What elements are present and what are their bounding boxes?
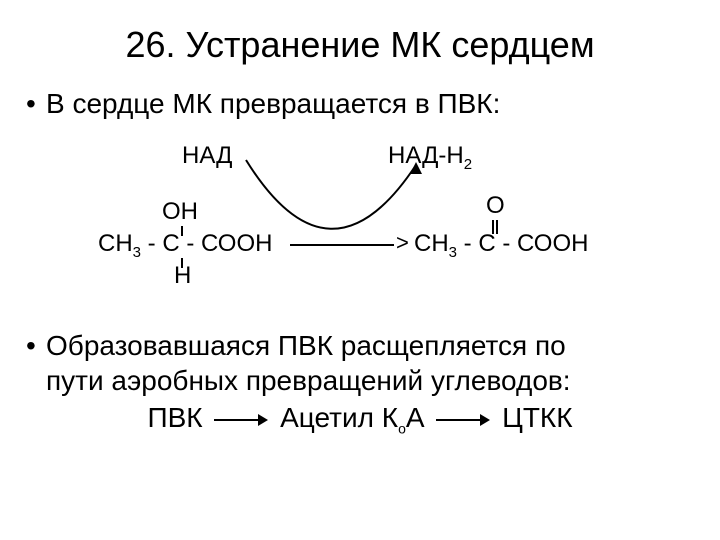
right-ch3: СН — [414, 230, 449, 257]
left-oh: ОН — [162, 198, 198, 226]
bullet-dot-icon: • — [26, 328, 46, 363]
pathway-acetyl: Ацетил КоА — [280, 402, 432, 433]
left-rest: - С - СООН — [141, 230, 272, 257]
pathway-line: ПВК Ацетил КоА ЦТКК — [0, 398, 720, 437]
main-arrow-line-icon — [290, 244, 394, 246]
pathway-acetyl-suffix: А — [406, 402, 425, 433]
pathway-arrow-1-icon — [214, 413, 268, 427]
pathway-ctkk: ЦТКК — [502, 402, 572, 433]
bullet-1-text: В сердце МК превращается в ПВК: — [46, 88, 500, 119]
left-formula: СН3 - С - СООН — [98, 230, 272, 261]
left-ch3: СН — [98, 230, 133, 257]
pathway-acetyl-prefix: Ацетил К — [280, 402, 398, 433]
curve-arrowhead-icon — [410, 162, 422, 174]
bullet-2-line1: Образовавшаяся ПВК расщепляется по — [46, 330, 566, 361]
right-formula: СН3 - С - СООН — [414, 230, 588, 261]
bullet-2-line2: пути аэробных превращений углеводов: — [46, 365, 571, 396]
left-h: Н — [174, 262, 191, 290]
right-rest: - С - СООН — [457, 230, 588, 257]
right-ch3-sub: 3 — [449, 244, 457, 261]
bullet-dot-icon: • — [26, 88, 46, 120]
nadh-prefix: НАД-Н — [388, 142, 464, 169]
pathway-pvk: ПВК — [147, 402, 202, 433]
pathway-acetyl-sub: о — [398, 421, 406, 437]
reaction-diagram: НАД НАД-Н2 ОН СН3 - С - СООН Н > О СН3 -… — [0, 130, 720, 320]
slide-title: 26. Устранение МК сердцем — [0, 0, 720, 66]
nad-label: НАД — [182, 142, 232, 170]
right-o: О — [486, 192, 505, 220]
nadh-sub: 2 — [464, 156, 472, 173]
nadh-label: НАД-Н2 — [388, 142, 472, 173]
left-ch3-sub: 3 — [133, 244, 141, 261]
main-arrowhead-icon: > — [396, 230, 409, 256]
bullet-2: •Образовавшаяся ПВК расщепляется по пути… — [0, 320, 720, 398]
pathway-arrow-2-icon — [436, 413, 490, 427]
curve-arrow-icon — [0, 130, 720, 320]
bullet-1: •В сердце МК превращается в ПВК: — [0, 66, 720, 120]
